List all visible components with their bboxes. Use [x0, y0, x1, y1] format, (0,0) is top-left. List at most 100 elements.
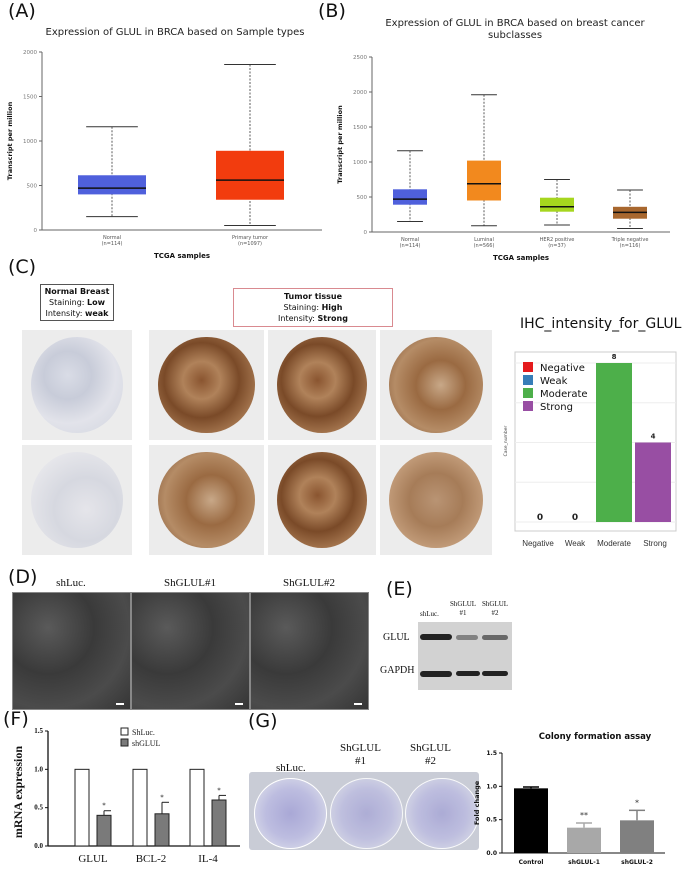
significance-marker: *	[217, 786, 221, 794]
tumor-tissue-image	[380, 445, 492, 555]
lane-number: #1	[354, 755, 366, 767]
legend-swatch	[523, 375, 533, 385]
x-tick-count: (n=37)	[548, 243, 566, 249]
band	[456, 635, 478, 640]
blot-row-glul: GLUL	[383, 632, 410, 643]
tumor-tissue-image	[380, 330, 492, 440]
data-label: 4	[651, 433, 656, 441]
tumor-tissue-title: Tumor tissue	[283, 292, 343, 301]
bar-strong	[635, 442, 671, 522]
significance-marker: *	[102, 802, 106, 810]
y-tick-label: 1000	[23, 139, 37, 145]
intensity-value: Strong	[317, 314, 348, 323]
y-tick-label: 500	[357, 195, 368, 201]
x-tick-label: Control	[519, 859, 544, 866]
panel-label-f: (F)	[3, 708, 29, 730]
scale-bar	[235, 703, 243, 705]
bar-moderate	[596, 363, 632, 522]
y-tick-label: 1500	[353, 125, 367, 131]
x-tick-label: Normal	[103, 235, 121, 241]
staining-label: Staining:	[48, 298, 85, 307]
well-shluc	[253, 778, 327, 849]
panel-label-b: (B)	[318, 0, 346, 22]
y-tick-label: 0.5	[34, 804, 43, 812]
microscopy-image-shluc	[12, 592, 131, 710]
normal-breast-title: Normal Breast	[44, 287, 110, 296]
y-tick-label: 1.5	[486, 750, 497, 757]
y-tick-label: 1000	[353, 160, 367, 166]
tumor-tissue-image	[268, 445, 376, 555]
band	[420, 634, 452, 640]
legend-entry: shGLUL	[132, 739, 161, 748]
x-tick-label: Strong	[643, 539, 667, 548]
x-tick-label: Weak	[565, 539, 586, 548]
tumor-tissue-image	[149, 330, 264, 440]
x-tick-label: Moderate	[597, 539, 631, 548]
bar-shluc-glul	[74, 768, 90, 847]
x-tick-label: Luminal	[474, 237, 494, 243]
legend-entry: Moderate	[540, 389, 588, 400]
legend-entry: Weak	[540, 376, 568, 387]
x-tick-label: HER2 positive	[540, 237, 575, 243]
panel-label-d: (D)	[8, 566, 38, 588]
intensity-label: Intensity:	[45, 309, 83, 318]
scale-bar	[354, 703, 362, 705]
y-axis-label: mRNA expression	[11, 746, 25, 838]
bar-shglul-bcl-2	[154, 813, 170, 847]
plate-label-shglul1: ShGLUL #1	[340, 742, 381, 768]
band	[456, 671, 480, 676]
x-axis-label: TCGA samples	[154, 252, 210, 260]
x-tick-label: Primary tumor	[232, 235, 269, 241]
chart-a-title: Expression of GLUL in BRCA based on Samp…	[45, 27, 305, 38]
intensity-label: Intensity:	[278, 314, 315, 323]
chart-b-title-line1: Expression of GLUL in BRCA based on brea…	[385, 18, 645, 29]
colony-plate-image	[249, 772, 479, 850]
x-tick-label: Triple negative	[611, 237, 649, 243]
legend-swatch	[120, 727, 129, 736]
panel-label-a: (A)	[8, 0, 36, 22]
y-tick-label: 500	[27, 184, 38, 190]
tumor-tissue-image	[268, 330, 376, 440]
bar-control	[514, 788, 548, 853]
lane-name: ShGLUL	[482, 600, 509, 608]
y-axis-label: Fold change	[473, 780, 481, 825]
well-shglul1	[329, 778, 403, 849]
y-tick-label: 1.0	[486, 783, 497, 790]
lane-name: ShGLUL	[340, 742, 381, 754]
x-tick-label: Negative	[522, 539, 554, 548]
x-tick-count: (n=114)	[400, 243, 421, 249]
x-tick-label: GLUL	[78, 853, 108, 865]
legend-swatch	[523, 388, 533, 398]
band	[420, 671, 452, 677]
panel-label-g: (G)	[248, 710, 278, 732]
staining-value: Low	[87, 298, 105, 307]
bar-shglul-il-4	[211, 799, 227, 847]
y-tick-label: 0	[34, 228, 38, 234]
y-tick-label: 0.0	[34, 842, 43, 850]
x-tick-label: shGLUL-1	[568, 859, 600, 866]
normal-tissue-image	[22, 330, 132, 440]
box-her2-positive	[540, 197, 574, 212]
x-tick-count: (n=1097)	[238, 241, 262, 247]
x-tick-count: (n=114)	[102, 241, 123, 247]
intensity-value: weak	[84, 309, 109, 318]
micro-label-shglul1: ShGLUL#1	[164, 577, 216, 589]
legend-entry: Strong	[540, 402, 573, 413]
box-luminal	[467, 160, 501, 201]
box-normal	[78, 175, 146, 195]
y-axis-label: Case_number	[503, 425, 509, 456]
normal-tissue-image	[22, 445, 132, 555]
box-primary-tumor	[216, 150, 284, 200]
panel-label-e: (E)	[386, 578, 413, 600]
plate-label-shluc: shLuc.	[276, 762, 306, 774]
x-axis-label: TCGA samples	[493, 254, 549, 262]
bar-shluc-bcl-2	[132, 768, 148, 847]
significance-marker: **	[580, 811, 588, 820]
y-tick-label: 2000	[353, 90, 367, 96]
legend-swatch	[523, 401, 533, 411]
legend-entry: Negative	[540, 363, 585, 374]
western-blot-image	[418, 622, 512, 690]
micro-label-shglul2: ShGLUL#2	[283, 577, 335, 589]
